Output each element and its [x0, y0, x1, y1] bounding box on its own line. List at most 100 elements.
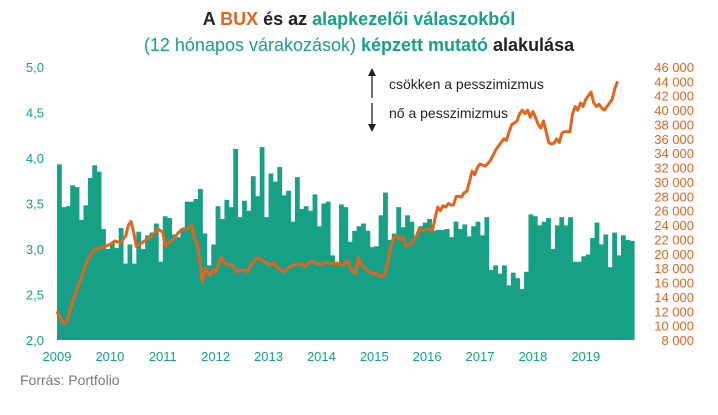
bar-116 — [568, 217, 573, 340]
bar-60 — [321, 203, 327, 340]
bar-58 — [312, 194, 318, 340]
bar-111 — [546, 218, 551, 340]
bar-48 — [268, 173, 274, 340]
left-tick-label: 4,0 — [26, 151, 44, 166]
bar-20 — [145, 235, 150, 340]
x-tick-label: 2016 — [413, 349, 442, 364]
bar-44 — [250, 176, 256, 340]
arrow-up-head-icon — [368, 68, 376, 76]
bar-115 — [563, 225, 569, 340]
bar-96 — [480, 235, 485, 340]
right-tick-label: 30 000 — [654, 175, 694, 190]
t2-part-0: (12 hónapos várakozások) — [143, 35, 362, 55]
bar-11 — [105, 249, 111, 340]
bar-117 — [572, 261, 578, 340]
right-tick-label: 12 000 — [654, 304, 694, 319]
bar-17 — [131, 263, 137, 340]
bar-16 — [127, 244, 133, 340]
x-tick-label: 2014 — [307, 349, 336, 364]
x-axis: 2009 2010 2011 2012 2013 2014 2015 2016 2017 2018… — [43, 349, 601, 364]
bar-36 — [215, 206, 221, 340]
bar-100 — [497, 273, 503, 340]
bar-76 — [391, 233, 397, 340]
x-tick-label: 2018 — [518, 349, 547, 364]
bar-93 — [466, 236, 472, 340]
bar-47 — [264, 217, 269, 340]
bar-54 — [294, 177, 300, 340]
bar-1 — [61, 207, 67, 340]
bar-67 — [352, 230, 358, 340]
bar-88 — [444, 228, 450, 340]
bar-57 — [308, 210, 313, 340]
bar-6 — [83, 205, 89, 340]
right-tick-label: 44 000 — [654, 74, 694, 89]
left-tick-label: 2,5 — [26, 288, 44, 303]
x-tick-label: 2013 — [254, 349, 283, 364]
line-series — [55, 80, 619, 326]
bar-62 — [330, 255, 335, 340]
right-tick-label: 42 000 — [654, 89, 694, 104]
bar-125 — [607, 267, 613, 340]
bar-70 — [365, 230, 371, 340]
bar-13 — [114, 248, 120, 340]
right-tick-label: 28 000 — [654, 189, 694, 204]
right-tick-label: 32 000 — [654, 161, 694, 176]
bar-129 — [625, 239, 631, 340]
right-tick-label: 24 000 — [654, 218, 694, 233]
bar-30 — [189, 201, 194, 340]
x-tick-label: 2011 — [149, 349, 177, 364]
bar-84 — [427, 218, 432, 340]
bar-26 — [171, 234, 177, 340]
bar-68 — [356, 226, 362, 340]
right-tick-label: 18 000 — [654, 261, 694, 276]
bar-28 — [180, 228, 186, 340]
bar-124 — [603, 234, 609, 340]
bar-82 — [418, 226, 424, 340]
bar-52 — [286, 190, 291, 340]
bar-41 — [237, 217, 243, 340]
bar-121 — [590, 238, 595, 340]
bar-99 — [493, 265, 499, 340]
bar-75 — [387, 239, 393, 340]
bar-55 — [299, 208, 305, 340]
bar-106 — [524, 271, 529, 340]
t1-part-0: A — [202, 9, 221, 29]
bar-34 — [206, 265, 212, 340]
right-tick-label: 16 000 — [654, 276, 694, 291]
bar-120 — [585, 254, 591, 340]
bar-63 — [334, 262, 340, 340]
right-tick-label: 40 000 — [654, 103, 694, 118]
bar-94 — [471, 226, 476, 340]
annotation-down: nő a pesszimizmus — [389, 105, 509, 121]
bar-89 — [449, 237, 454, 340]
bar-8 — [92, 165, 98, 340]
bar-101 — [502, 265, 507, 340]
bar-23 — [158, 261, 164, 340]
bar-104 — [515, 278, 521, 340]
bar-86 — [435, 229, 441, 340]
right-tick-label: 26 000 — [654, 204, 694, 219]
right-tick-label: 34 000 — [654, 146, 694, 161]
bar-78 — [400, 227, 406, 340]
t1-part-3: alapkezelői válaszokból — [312, 9, 516, 29]
bar-109 — [537, 225, 543, 340]
bar-65 — [343, 207, 349, 340]
right-tick-label: 36 000 — [654, 132, 694, 147]
bar-103 — [510, 272, 516, 340]
t2-part-1: képzett mutató — [361, 35, 489, 55]
bar-35 — [211, 244, 217, 340]
right-tick-label: 8 000 — [661, 333, 694, 348]
bar-51 — [281, 195, 287, 340]
bar-9 — [96, 171, 102, 340]
bar-127 — [616, 255, 622, 340]
bar-40 — [233, 148, 239, 340]
left-tick-label: 5,0 — [26, 60, 44, 75]
right-tick-label: 20 000 — [654, 247, 694, 262]
bar-71 — [369, 247, 375, 340]
right-tick-label: 38 000 — [654, 118, 694, 133]
annotation-up: csökken a pesszimizmus — [389, 76, 544, 92]
bar-66 — [347, 241, 353, 340]
bar-21 — [149, 232, 155, 340]
bar-7 — [87, 178, 93, 340]
x-tick-label: 2015 — [360, 349, 389, 364]
